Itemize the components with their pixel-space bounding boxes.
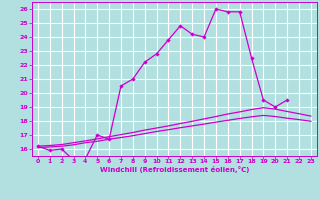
X-axis label: Windchill (Refroidissement éolien,°C): Windchill (Refroidissement éolien,°C) <box>100 166 249 173</box>
